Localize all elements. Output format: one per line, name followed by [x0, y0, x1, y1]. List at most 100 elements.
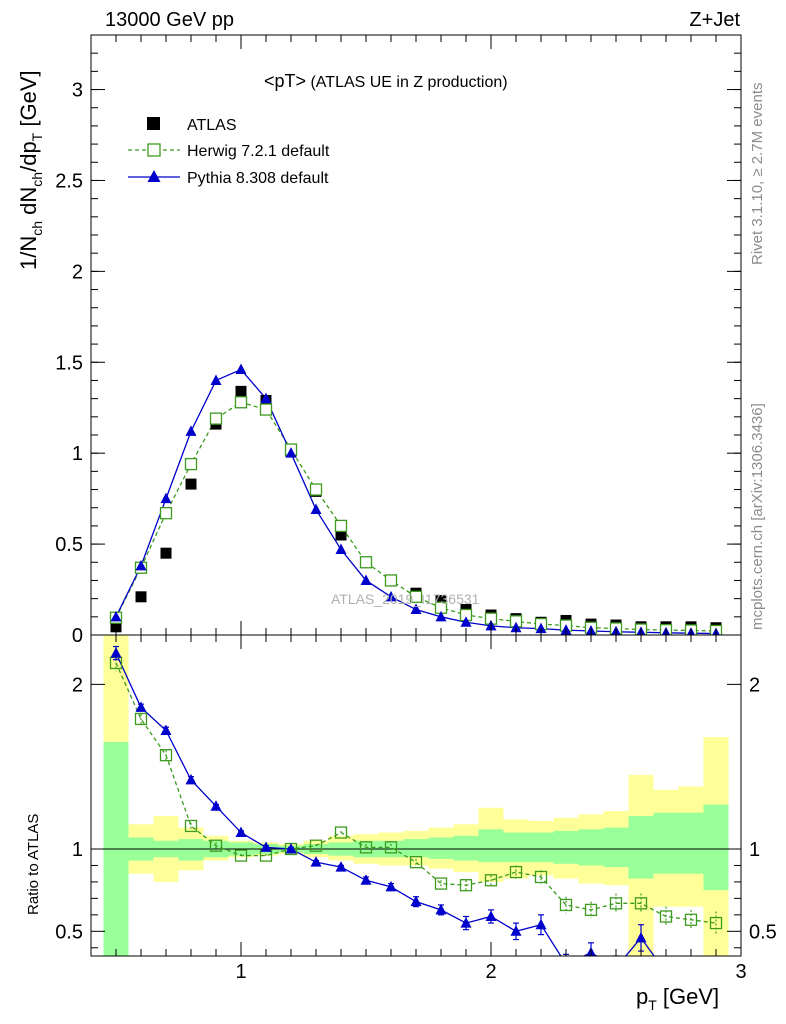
ratio-herwig-point-2 [159, 749, 173, 762]
legend-herwig-label: Herwig 7.2.1 default [187, 143, 330, 160]
plot-title: <pT> (ATLAS UE in Z production) [264, 71, 508, 91]
ratio-y-tick-label-right-2: 2 [749, 674, 760, 696]
ratio-pythia-point-6 [260, 841, 272, 852]
ratio-pythia-point-4 [210, 800, 222, 811]
herwig-point-2 [159, 507, 173, 520]
ratio-herwig-point-5 [234, 849, 248, 862]
x-tick-label-3: 3 [735, 961, 746, 983]
plot-title-sub: (ATLAS UE in Z production) [306, 74, 508, 91]
pythia-point-14 [460, 616, 472, 627]
pythia-point-17 [535, 622, 547, 634]
herwig-point-5 [234, 396, 248, 409]
pythia-point-0 [110, 610, 122, 622]
y-axis-label-text: 1/N [16, 236, 41, 270]
ratio-series [109, 645, 723, 969]
band-green-12 [403, 839, 429, 858]
ratio-pythia-point-17 [535, 918, 547, 930]
ratio-herwig-point-19 [584, 903, 598, 917]
band-green-16 [503, 832, 529, 863]
y-tick-label-0.5: 0.5 [55, 534, 83, 556]
atlas-point-9 [335, 529, 347, 541]
atlas-point-2 [160, 547, 172, 559]
ratio-pythia-point-2 [160, 724, 172, 735]
legend-pythia-label: Pythia 8.308 default [187, 170, 329, 187]
ratio-pythia-point-11 [385, 880, 397, 892]
legend-herwig-marker [147, 143, 161, 157]
band-green-19 [578, 829, 604, 866]
band-green-13 [428, 837, 454, 859]
x-tick-label-1: 1 [235, 961, 246, 983]
y-axis-label: 1/Nch dNch/dpT [GeV] [16, 70, 45, 270]
y-tick-label-3: 3 [72, 80, 83, 102]
legend-atlas-marker [147, 117, 160, 130]
ratio-pythia-point-9 [335, 861, 347, 872]
watermark-label: ATLAS_2019_I1736531 [331, 591, 480, 607]
y-tick-label-1.5: 1.5 [55, 352, 83, 374]
ratio-y-tick-label-left-1: 1 [72, 839, 83, 861]
atlas-point-1 [135, 591, 147, 603]
header-right: Z+Jet [689, 9, 740, 31]
ratio-y-tick-label-left-2: 2 [72, 674, 83, 696]
legend: ATLAS Herwig 7.2.1 default Pythia 8.308 … [128, 117, 330, 187]
ratio-pythia-point-18 [561, 958, 572, 969]
ratio-herwig-point-17 [534, 870, 548, 884]
y-tick-label-0: 0 [72, 625, 83, 647]
pythia-point-8 [310, 503, 322, 515]
atlas-point-3 [185, 478, 197, 490]
plot-title-main: <pT> [264, 71, 306, 91]
ratio-herwig-point-14 [459, 879, 473, 892]
ratio-pythia-point-0 [110, 647, 122, 658]
pythia-point-11 [385, 590, 397, 602]
ratio-herwig-point-3 [184, 819, 198, 833]
band-green-20 [603, 827, 629, 868]
ratio-pythia-point-13 [435, 903, 447, 915]
atlas-point-5 [235, 385, 247, 397]
header-left: 13000 GeV pp [105, 9, 234, 31]
ratio-herwig-point-11 [384, 841, 398, 854]
band-green-23 [678, 812, 704, 874]
band-green-24 [703, 804, 729, 891]
ratio-y-tick-label-right-0.5: 0.5 [749, 921, 777, 943]
band-green-18 [553, 830, 579, 864]
atlas-point-13 [435, 594, 447, 606]
pythia-point-13 [435, 610, 447, 622]
pythia-point-4 [210, 374, 222, 385]
herwig-point-9 [334, 519, 348, 533]
y-tick-label-2.5: 2.5 [55, 170, 83, 192]
ratio-herwig-point-10 [359, 841, 373, 854]
ratio-pythia-point-14 [460, 917, 472, 928]
band-green-17 [528, 832, 554, 863]
y-tick-label-1: 1 [72, 443, 83, 465]
ratio-pythia-point-21 [635, 931, 647, 943]
ratio-pythia-point-12 [410, 895, 422, 907]
ratio-herwig-point-12 [409, 856, 423, 869]
ratio-herwig-point-8 [309, 839, 323, 852]
band-green-15 [478, 829, 504, 863]
ratio-herwig-point-16 [509, 865, 523, 879]
x-tick-label-2: 2 [485, 961, 496, 983]
herwig-point-4 [209, 412, 223, 425]
ratio-herwig-point-15 [484, 874, 498, 887]
legend-pythia-marker [147, 170, 161, 182]
ratio-herwig-point-21 [634, 897, 648, 910]
ratio-pythia-point-10 [360, 874, 372, 885]
herwig-point-10 [359, 556, 373, 569]
side-rivet-label: Rivet 3.1.10, ≥ 2.7M events [749, 83, 766, 266]
ratio-herwig-point-24 [709, 916, 723, 930]
ratio-herwig-point-13 [434, 877, 448, 890]
ratio-herwig-point-23 [684, 913, 698, 926]
ratio-herwig-point-20 [609, 897, 623, 910]
side-mcplots-label: mcplots.cern.ch [arXiv:1306.3436] [749, 403, 766, 630]
pythia-point-3 [185, 425, 197, 436]
ratio-y-axis-label: Ratio to ATLAS [25, 814, 42, 915]
ratio-pythia-point-16 [510, 925, 522, 936]
ratio-pythia-point-5 [235, 826, 247, 838]
ratio-pythia-point-8 [310, 856, 322, 867]
herwig-point-12 [409, 590, 423, 603]
herwig-point-6 [259, 403, 273, 416]
ratio-herwig-line [115, 662, 717, 924]
ratio-herwig-point-1 [134, 712, 148, 726]
pythia-point-9 [335, 543, 347, 555]
band-green-21 [628, 816, 654, 879]
